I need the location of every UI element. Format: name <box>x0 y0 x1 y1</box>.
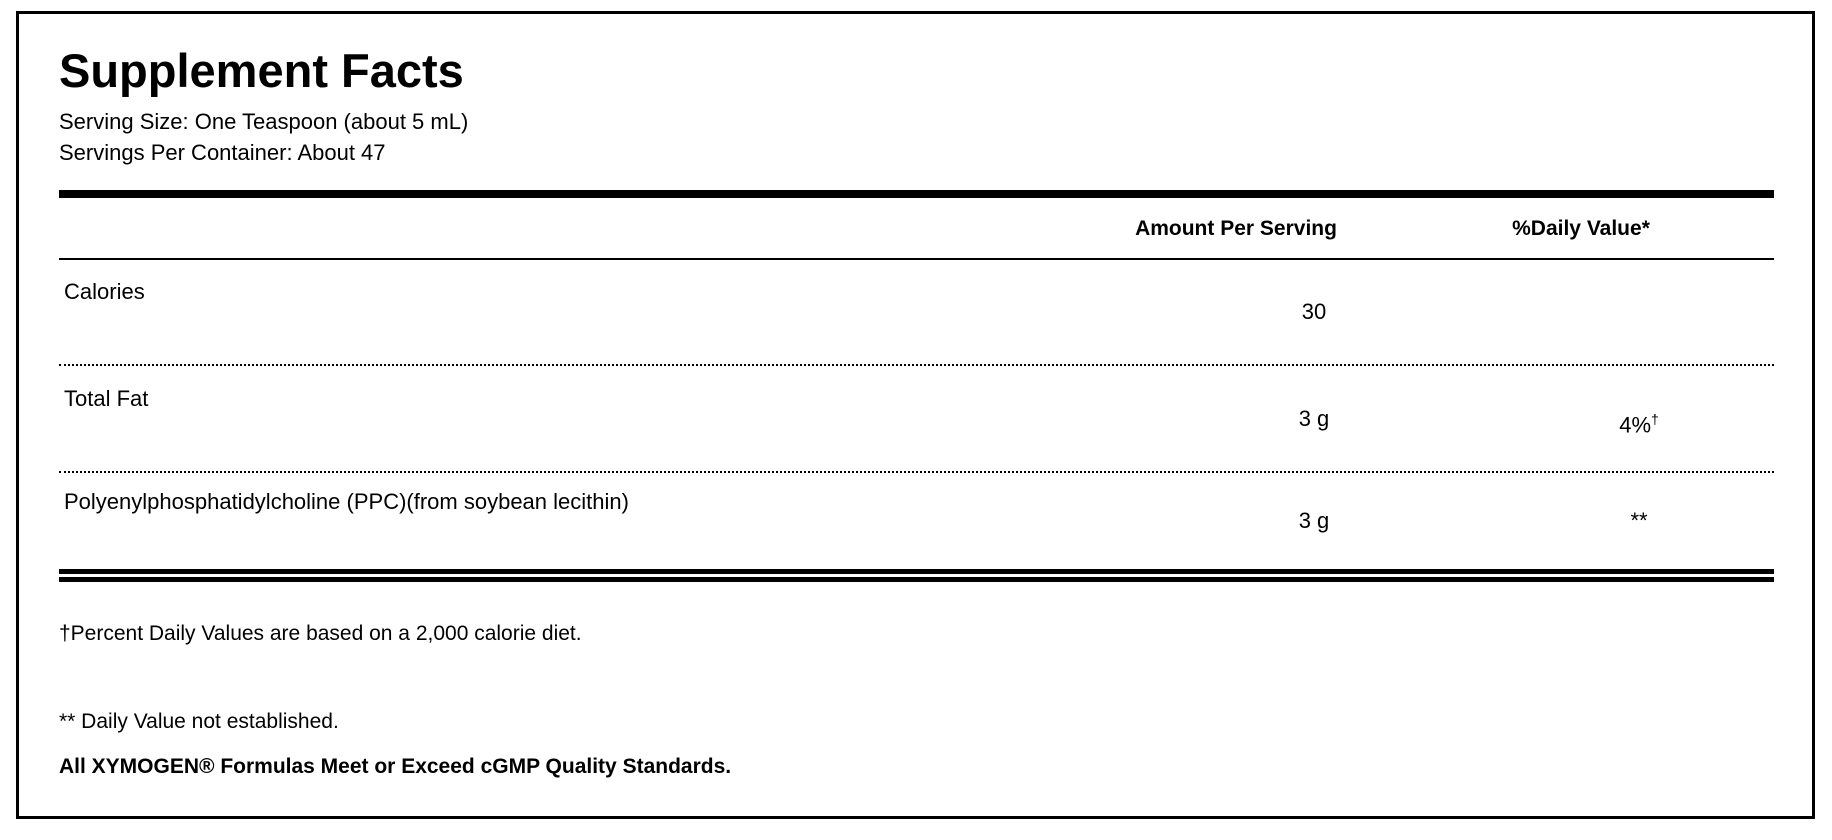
footnote-dagger: †Percent Daily Values are based on a 2,0… <box>59 622 582 645</box>
dagger-mark: † <box>1651 411 1659 427</box>
row-name: Polyenylphosphatidylcholine (PPC)(from s… <box>64 489 629 514</box>
footnote-double-star: ** Daily Value not established. <box>59 710 339 733</box>
label-frame <box>16 11 1815 819</box>
header-divider <box>59 258 1774 260</box>
servings-per-container: Servings Per Container: About 47 <box>59 140 386 165</box>
serving-size: Serving Size: One Teaspoon (about 5 mL) <box>59 109 469 134</box>
row-daily-value: ** <box>1630 508 1648 533</box>
double-divider-top <box>59 569 1774 574</box>
page-title: Supplement Facts <box>59 44 464 97</box>
row-name: Calories <box>64 279 145 304</box>
thick-divider <box>59 190 1774 198</box>
row-divider <box>59 471 1774 473</box>
column-header-daily-value: %Daily Value* <box>1512 217 1650 240</box>
row-amount: 30 <box>1301 299 1327 324</box>
row-daily-value: 4%† <box>1619 406 1659 438</box>
row-name: Total Fat <box>64 386 149 411</box>
row-divider <box>59 364 1774 366</box>
double-divider-bottom <box>59 577 1774 582</box>
quality-statement: All XYMOGEN® Formulas Meet or Exceed cGM… <box>59 755 732 778</box>
row-amount: 3 g <box>1298 406 1330 431</box>
column-header-amount: Amount Per Serving <box>1135 217 1337 240</box>
row-amount: 3 g <box>1298 508 1330 533</box>
dv-value: 4% <box>1619 412 1651 438</box>
